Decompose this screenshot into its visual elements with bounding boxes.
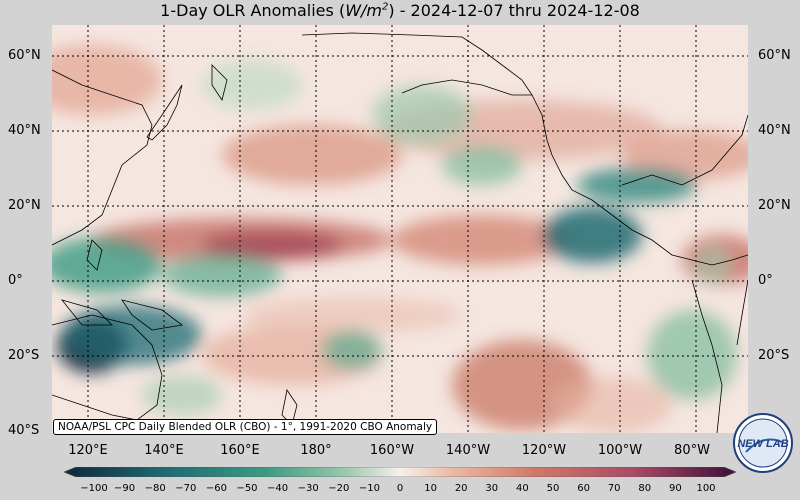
colorbar-tick-label: 90 xyxy=(669,483,682,494)
lat-label-20n-right: 20°N xyxy=(758,198,791,213)
lat-label-20s: 20°S xyxy=(8,348,40,363)
colorbar-tick-label: 10 xyxy=(424,483,437,494)
colorbar-tick-label: −80 xyxy=(144,483,166,494)
colorbar xyxy=(63,462,737,478)
new-lab-logo: NEW LAB xyxy=(732,412,794,474)
lat-label-60n: 60°N xyxy=(8,48,41,63)
lon-label-100w: 100°W xyxy=(597,443,643,458)
lon-label-140w: 140°W xyxy=(445,443,491,458)
colorbar-tick-label: −20 xyxy=(328,483,350,494)
colorbar-tick-label: 20 xyxy=(454,483,468,494)
colorbar-tick-label: 60 xyxy=(577,483,590,494)
colorbar-tick-label: −60 xyxy=(205,483,227,494)
colorbar-tick-label: 0 xyxy=(396,483,404,494)
map-title: 1-Day OLR Anomalies (W/m2) - 2024-12-07 … xyxy=(160,1,640,20)
coastlines xyxy=(52,32,748,433)
lon-label-180: 180° xyxy=(300,443,332,458)
colorbar-tick-label: −50 xyxy=(236,483,258,494)
lon-label-120e: 120°E xyxy=(68,443,108,458)
lat-label-eq-right: 0° xyxy=(758,273,773,288)
colorbar-tick-label: 40 xyxy=(516,483,529,494)
lon-label-120w: 120°W xyxy=(521,443,567,458)
lon-label-160w: 160°W xyxy=(369,443,415,458)
data-source-credit: NOAA/PSL CPC Daily Blended OLR (CBO) - 1… xyxy=(53,419,438,435)
colorbar-tick-label: −30 xyxy=(297,483,319,494)
colorbar-tick-label: −10 xyxy=(358,483,380,494)
lat-label-40n: 40°N xyxy=(8,123,41,138)
colorbar-tick-label: 50 xyxy=(546,483,560,494)
lat-label-eq: 0° xyxy=(8,273,23,288)
colorbar-fill xyxy=(63,466,737,478)
colorbar-tick-label: 70 xyxy=(607,483,621,494)
colorbar-tick-label: 30 xyxy=(485,483,499,494)
colorbar-tick-label: −40 xyxy=(267,483,289,494)
anomaly-field xyxy=(52,45,748,433)
olr-anomaly-map xyxy=(52,25,748,433)
svg-text:NEW LAB: NEW LAB xyxy=(737,438,788,450)
lat-label-20s-right: 20°S xyxy=(758,348,790,363)
lat-label-20n: 20°N xyxy=(8,198,41,213)
colorbar-tick-label: −70 xyxy=(175,483,197,494)
lat-label-40s: 40°S xyxy=(8,423,40,438)
colorbar-tick-label: −100 xyxy=(80,483,108,494)
lon-label-80w: 80°W xyxy=(674,443,710,458)
lat-label-60n-right: 60°N xyxy=(758,48,791,63)
lon-label-160e: 160°E xyxy=(220,443,260,458)
lat-label-40n-right: 40°N xyxy=(758,123,791,138)
lon-label-140e: 140°E xyxy=(144,443,184,458)
colorbar-tick-label: 80 xyxy=(638,483,652,494)
colorbar-tick-label: 100 xyxy=(696,483,716,494)
graticule xyxy=(52,25,748,433)
colorbar-tick-label: −90 xyxy=(114,483,136,494)
